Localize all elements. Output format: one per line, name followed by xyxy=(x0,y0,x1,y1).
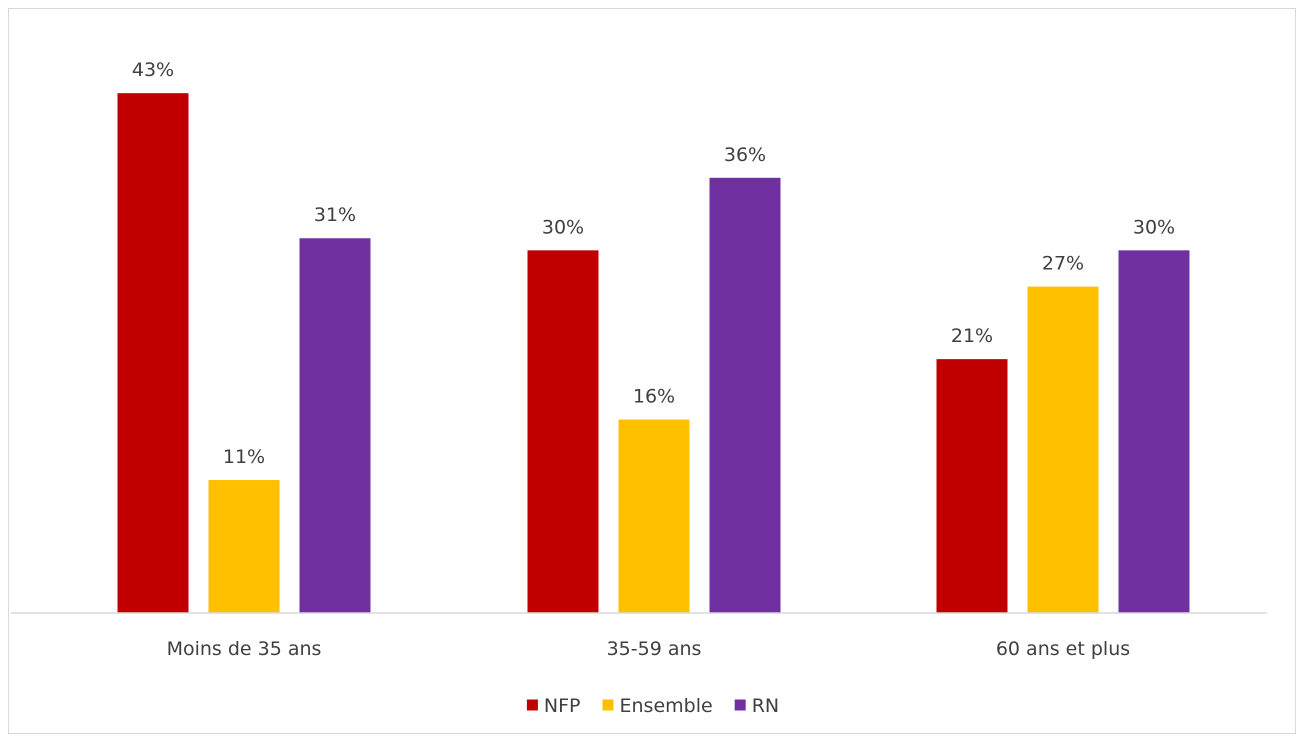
legend-swatch-ensemble xyxy=(602,699,614,711)
legend-swatch-nfp xyxy=(526,699,538,711)
data-label-ensemble-1: 11% xyxy=(223,446,265,468)
category-label-3: 60 ans et plus xyxy=(996,638,1130,660)
bars-layer xyxy=(117,93,1190,614)
data-label-nfp-1: 43% xyxy=(132,59,174,81)
bar-nfp-1 xyxy=(117,93,189,613)
category-labels-layer: Moins de 35 ans 35-59 ans 60 ans et plus xyxy=(167,638,1131,660)
bar-rn-3 xyxy=(1118,250,1190,614)
legend: NFP Ensemble RN xyxy=(526,695,779,717)
bar-ensemble-1 xyxy=(208,480,280,613)
bar-chart: 43% 11% 31% 30% 16% 36% 21% 27% 30% Moins de 35 … xyxy=(11,59,1267,717)
legend-label-nfp: NFP xyxy=(544,695,581,717)
legend-item-rn: RN xyxy=(734,695,779,717)
bar-rn-1 xyxy=(299,238,371,613)
data-label-rn-3: 30% xyxy=(1133,216,1175,238)
legend-item-nfp: NFP xyxy=(526,695,581,717)
legend-label-rn: RN xyxy=(752,695,779,717)
category-label-1: Moins de 35 ans xyxy=(167,638,322,660)
data-label-ensemble-2: 16% xyxy=(633,386,675,408)
legend-item-ensemble: Ensemble xyxy=(602,695,713,717)
data-label-ensemble-3: 27% xyxy=(1042,253,1084,275)
data-label-rn-2: 36% xyxy=(724,144,766,166)
bar-rn-2 xyxy=(709,177,781,614)
legend-swatch-rn xyxy=(734,699,746,711)
data-label-nfp-2: 30% xyxy=(542,216,584,238)
data-label-rn-1: 31% xyxy=(314,204,356,226)
category-label-2: 35-59 ans xyxy=(607,638,702,660)
legend-label-ensemble: Ensemble xyxy=(620,695,713,717)
data-label-nfp-3: 21% xyxy=(951,325,993,347)
bar-nfp-2 xyxy=(527,250,599,614)
bar-ensemble-3 xyxy=(1027,286,1099,613)
data-labels-layer: 43% 11% 31% 30% 16% 36% 21% 27% 30% xyxy=(132,59,1175,468)
chart-area: 43% 11% 31% 30% 16% 36% 21% 27% 30% Moins de 35 … xyxy=(8,8,1296,734)
bar-nfp-3 xyxy=(936,359,1008,613)
bar-ensemble-2 xyxy=(618,419,690,613)
